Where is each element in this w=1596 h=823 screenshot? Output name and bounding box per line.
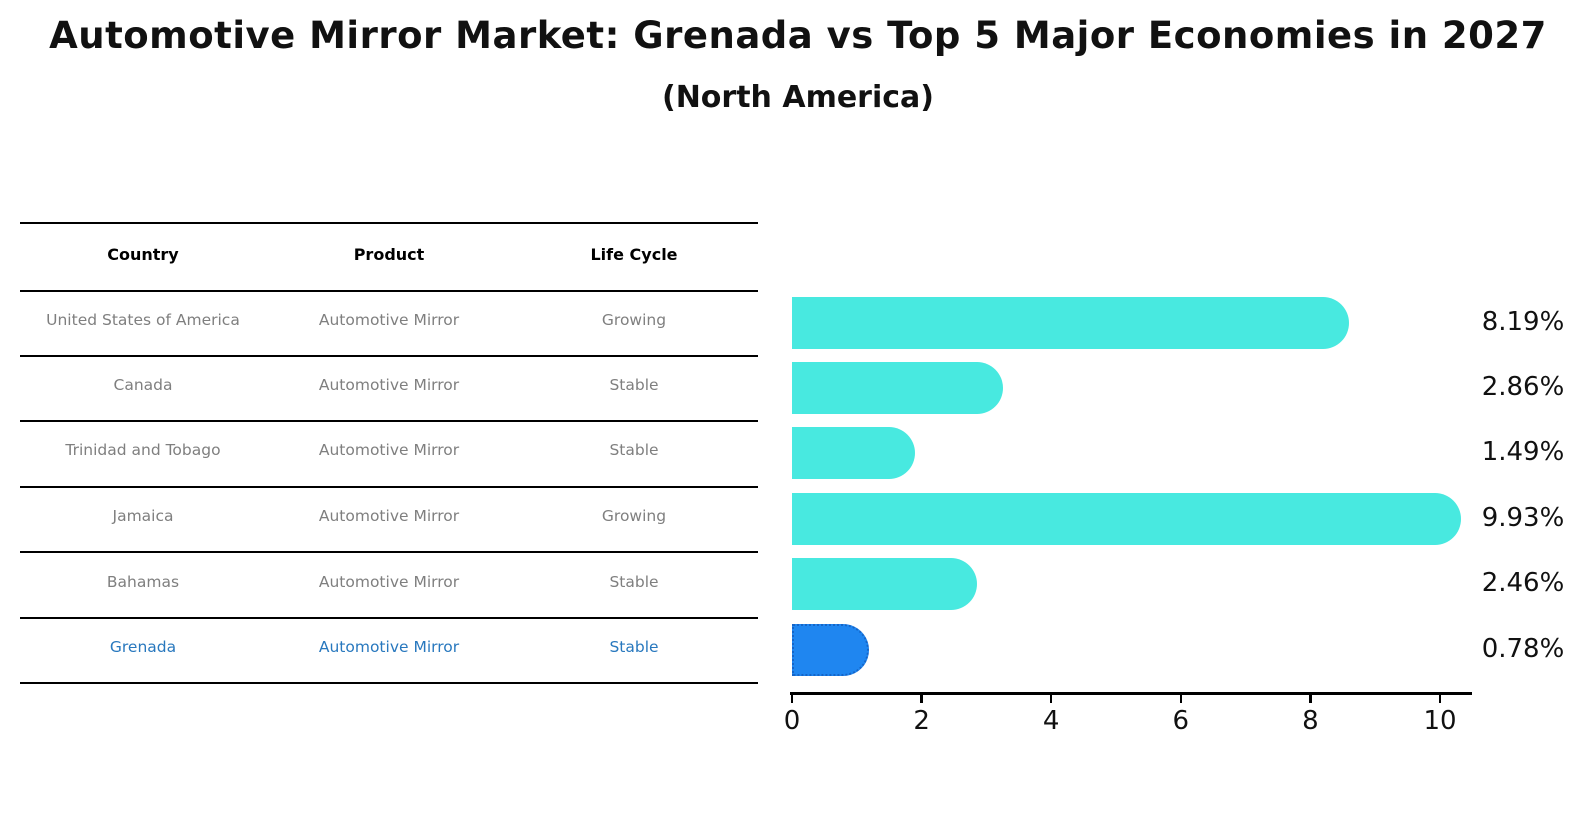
- table-divider: [20, 355, 758, 357]
- cell-country: Trinidad and Tobago: [65, 441, 221, 459]
- x-axis-tick-label: 2: [913, 706, 930, 736]
- x-axis-tick: [920, 694, 923, 703]
- data-table: Country Product Life Cycle United States…: [20, 0, 758, 823]
- table-divider: [20, 486, 758, 488]
- cell-life-cycle: Stable: [609, 441, 659, 459]
- cell-life-cycle: Growing: [601, 311, 667, 329]
- x-axis-line: [790, 692, 1472, 695]
- table-divider: [20, 617, 758, 619]
- x-axis-tick-label: 6: [1172, 706, 1190, 736]
- chart-title: Automotive Mirror Market: Grenada vs Top…: [49, 14, 1547, 57]
- x-axis-tick-label: 0: [783, 706, 801, 736]
- bar-bahamas: [792, 558, 978, 610]
- table-divider: [20, 222, 758, 224]
- table-divider: [20, 551, 758, 553]
- bar-grenada-highlighted: [792, 623, 869, 676]
- x-axis-tick: [1309, 694, 1312, 703]
- x-axis-tick: [790, 694, 794, 703]
- cell-product: Automotive Mirror: [318, 507, 460, 525]
- table-divider: [20, 682, 758, 684]
- cell-product: Automotive Mirror: [318, 441, 460, 459]
- cell-country: Canada: [113, 376, 173, 394]
- x-axis-tick: [1179, 694, 1183, 703]
- table-divider: [20, 290, 758, 292]
- cell-life-cycle: Stable: [609, 638, 659, 656]
- cell-country: Grenada: [109, 638, 177, 656]
- bar-value-label: 2.46%: [1481, 568, 1565, 598]
- bar-value-label: 8.19%: [1481, 306, 1565, 337]
- chart-subtitle: (North America): [661, 80, 934, 115]
- cell-life-cycle: Growing: [601, 507, 667, 525]
- bar-jamaica: [792, 492, 1462, 545]
- cell-life-cycle: Stable: [609, 573, 659, 591]
- x-axis-tick-label: 10: [1423, 706, 1457, 736]
- bar-value-label: 0.78%: [1481, 633, 1565, 664]
- bar-canada: [792, 361, 1004, 414]
- table-divider: [20, 420, 758, 422]
- bar-united-states-of-america: [792, 296, 1349, 349]
- column-header-life-cycle: Life Cycle: [590, 245, 678, 264]
- x-axis-tick-label: 8: [1302, 706, 1319, 736]
- bar-value-label: 9.93%: [1481, 502, 1565, 533]
- cell-country: Jamaica: [112, 507, 174, 525]
- bar-value-label: 2.86%: [1481, 371, 1565, 402]
- x-axis-tick: [1438, 694, 1442, 703]
- cell-life-cycle: Stable: [609, 376, 659, 394]
- cell-country: Bahamas: [106, 573, 180, 591]
- cell-product: Automotive Mirror: [318, 573, 460, 591]
- cell-product: Automotive Mirror: [318, 311, 460, 329]
- x-axis-tick: [1049, 694, 1053, 703]
- bar-trinidad-and-tobago: [792, 426, 915, 479]
- column-header-product: Product: [353, 245, 425, 264]
- column-header-country: Country: [107, 245, 179, 264]
- cell-product: Automotive Mirror: [318, 376, 460, 394]
- cell-product: Automotive Mirror: [318, 638, 460, 656]
- bar-value-label: 1.49%: [1481, 436, 1565, 467]
- x-axis-tick-label: 4: [1042, 706, 1060, 736]
- cell-country: United States of America: [46, 311, 240, 329]
